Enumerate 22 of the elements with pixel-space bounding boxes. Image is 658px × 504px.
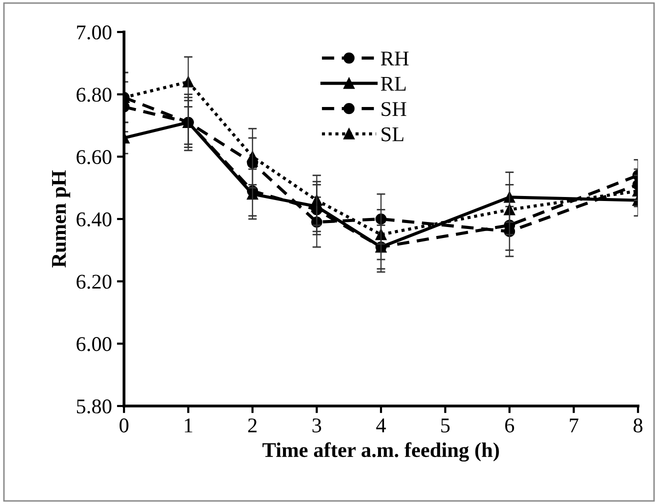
legend-label: RL bbox=[380, 76, 406, 91]
x-tick-label: 8 bbox=[634, 418, 642, 432]
y-tick-label: 6.20 bbox=[76, 274, 112, 289]
x-tick-label: 7 bbox=[570, 418, 578, 432]
y-tick-label: 5.80 bbox=[76, 399, 112, 414]
x-tick-label: 4 bbox=[376, 418, 386, 432]
y-tick-label: 6.80 bbox=[76, 88, 112, 102]
legend-label: RH bbox=[380, 52, 409, 66]
x-tick-label: 6 bbox=[505, 418, 514, 432]
x-tick-label: 5 bbox=[441, 418, 450, 432]
y-tick-label: 7.00 bbox=[77, 25, 112, 40]
x-tick-label: 2 bbox=[248, 418, 257, 432]
legend-label: SH bbox=[382, 102, 406, 116]
x-tick-label: 3 bbox=[312, 418, 322, 432]
y-axis-title: Rumen pH bbox=[52, 170, 70, 268]
x-axis-title: Time after a.m. feeding (h) bbox=[262, 442, 499, 462]
y-tick-label: 6.40 bbox=[76, 212, 112, 227]
y-tick-label: 6.00 bbox=[76, 337, 112, 352]
legend-label: SL bbox=[382, 127, 404, 142]
x-tick-label: 1 bbox=[184, 418, 192, 432]
x-tick-label: 0 bbox=[120, 418, 128, 432]
y-tick-label: 6.60 bbox=[76, 150, 112, 164]
